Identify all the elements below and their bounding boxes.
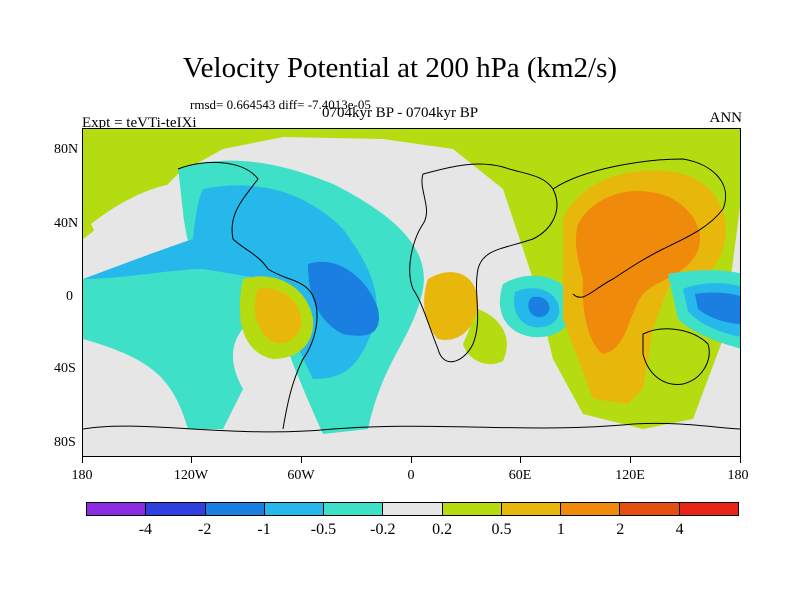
colorbar-swatch	[620, 503, 680, 515]
map-panel	[82, 128, 741, 457]
colorbar-swatch	[324, 503, 384, 515]
colorbar-tick-label: 2	[616, 521, 625, 538]
x-tick-label: 180	[727, 468, 749, 483]
colorbar-tick-label: 0.2	[432, 521, 453, 538]
colorbar	[86, 502, 739, 516]
contour-negative-strong-indian	[528, 296, 550, 318]
x-tick-mark	[191, 457, 192, 463]
x-tick-label: 0	[407, 468, 415, 483]
colorbar-tick-label: -2	[198, 521, 212, 538]
colorbar-tick-label: 4	[675, 521, 684, 538]
colorbar-swatch	[501, 503, 562, 515]
contour-positive-mid-africa	[424, 272, 478, 340]
colorbar-swatch	[679, 503, 738, 515]
colorbar-swatch	[383, 503, 443, 515]
x-tick-label: 120E	[615, 468, 645, 483]
contour-positive-mid-samerica	[254, 288, 302, 344]
colorbar-tick-label: -0.5	[310, 521, 337, 538]
season-label: ANN	[709, 110, 743, 126]
x-tick-mark	[740, 457, 741, 463]
colorbar-swatch	[264, 503, 325, 515]
colorbar-swatch	[442, 503, 502, 515]
y-tick-label: 80N	[54, 142, 79, 157]
x-tick-mark	[82, 457, 83, 463]
chart-title: Velocity Potential at 200 hPa (km2/s)	[182, 52, 618, 84]
x-tick-mark	[301, 457, 302, 463]
colorbar-tick-label: -4	[138, 521, 153, 538]
y-tick-label: 40S	[54, 361, 76, 376]
stats-line: rmsd= 0.664543 diff= -7.4013e-05	[190, 97, 371, 112]
x-tick-mark	[411, 457, 412, 463]
x-tick-label: 180	[71, 468, 93, 483]
x-tick-label: 60E	[508, 468, 532, 483]
x-tick-label: 120W	[173, 468, 209, 483]
period-label: 0704kyr BP - 0704kyr BP	[321, 105, 479, 121]
experiment-label: Expt = teVTi-teIXi	[82, 115, 197, 131]
contour-negative-strong-wpacific	[695, 292, 740, 324]
x-tick-label: 60W	[287, 468, 315, 483]
coastlines	[83, 158, 740, 433]
colorbar-tick-label: -1	[257, 521, 271, 538]
contour-positive-weak-africa	[463, 309, 507, 365]
x-tick-mark	[520, 457, 521, 463]
colorbar-tick-label: 1	[556, 521, 565, 538]
colorbar-swatch	[561, 503, 621, 515]
colorbar-swatch	[146, 503, 206, 515]
contour-map	[83, 129, 740, 434]
contour-negative-strong-atlantic	[308, 261, 379, 336]
y-tick-label: 40N	[54, 216, 79, 231]
colorbar-tick-label: 0.5	[491, 521, 512, 538]
colorbar-swatch	[87, 503, 147, 515]
y-tick-label: 80S	[54, 435, 76, 450]
colorbar-tick-label: -0.2	[370, 521, 396, 538]
x-tick-mark	[630, 457, 631, 463]
contour-positive-weak-west	[83, 129, 178, 204]
y-tick-label: 0	[66, 289, 73, 304]
contour-positive-strong-asia	[575, 191, 701, 354]
colorbar-swatch	[205, 503, 265, 515]
